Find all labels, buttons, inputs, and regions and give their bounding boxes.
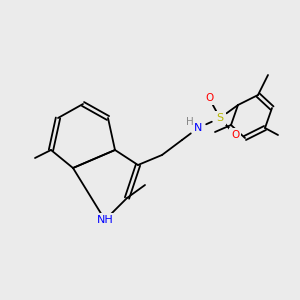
Text: O: O [231,130,239,140]
Text: NH: NH [97,215,113,225]
Text: O: O [205,93,213,103]
Text: S: S [216,113,224,123]
Text: H: H [186,117,194,127]
Text: N: N [194,123,202,133]
